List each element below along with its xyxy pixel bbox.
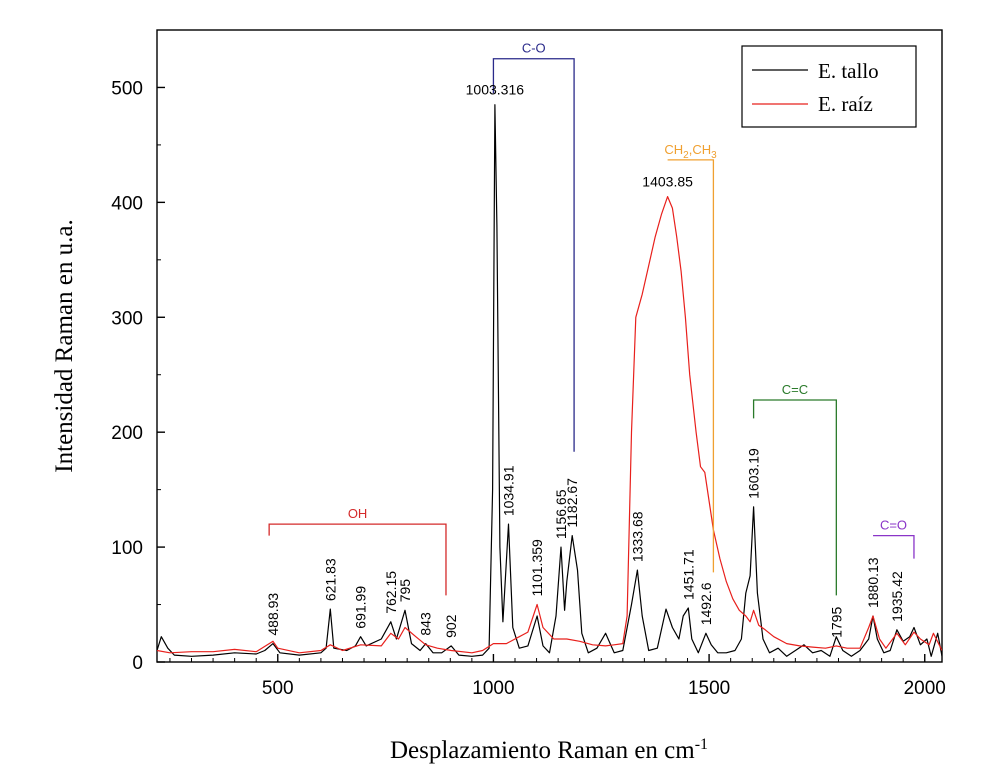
group-bracket bbox=[492, 58, 575, 452]
group-label-text: ,CH bbox=[689, 142, 711, 157]
peak-label: 1403.85 bbox=[642, 174, 693, 190]
peak-label: 1880.13 bbox=[865, 557, 881, 608]
group-label-text: C=C bbox=[782, 382, 808, 397]
peak-label: 1795 bbox=[828, 607, 844, 638]
group-label-sub: 2 bbox=[683, 150, 689, 161]
peak-label: 1003.316 bbox=[466, 82, 525, 98]
group-label: C=C bbox=[782, 382, 808, 397]
group-bracket bbox=[667, 159, 715, 573]
peak-label: 1156.65 bbox=[553, 489, 569, 539]
peak-label: 762.15 bbox=[383, 571, 399, 614]
axis-ticks: 500 1000 1500 2000 0 100 200 300 400 500 bbox=[111, 29, 946, 699]
legend-box bbox=[741, 45, 917, 128]
group-bracket bbox=[752, 399, 837, 596]
peak-label: 621.83 bbox=[322, 558, 338, 601]
group-label: OH bbox=[348, 506, 368, 521]
peak-label: 902 bbox=[443, 614, 459, 638]
plot-frame bbox=[156, 29, 943, 663]
peak-label: 1101.359 bbox=[529, 539, 545, 597]
x-tick-label: 500 bbox=[262, 678, 294, 699]
peak-label: 1182.67 bbox=[564, 478, 580, 528]
y-tick-label: 500 bbox=[111, 78, 143, 99]
y-tick-label: 400 bbox=[111, 193, 143, 214]
group-label: CH2,CH3 bbox=[664, 142, 717, 161]
series-lines bbox=[157, 104, 942, 657]
group-label-text: CH bbox=[664, 142, 683, 157]
y-tick-label: 0 bbox=[132, 653, 143, 674]
x-axis-title-sup: -1 bbox=[695, 736, 708, 753]
peak-label: 1492.6 bbox=[698, 582, 714, 625]
peak-label: 795 bbox=[397, 579, 413, 603]
legend: E. tallo E. raíz bbox=[741, 45, 917, 128]
functional-group-brackets: OH C-O CH2,CH3 C=C C=O bbox=[268, 41, 915, 596]
peak-label: 691.99 bbox=[353, 586, 369, 629]
group-label-text: C-O bbox=[522, 41, 546, 56]
legend-label-tallo: E. tallo bbox=[818, 59, 879, 83]
peak-label: 1935.42 bbox=[889, 571, 905, 622]
y-tick-label: 200 bbox=[111, 423, 143, 444]
peak-label: 1034.91 bbox=[500, 465, 516, 516]
x-tick-label: 2000 bbox=[904, 678, 946, 699]
series-line-1 bbox=[157, 196, 942, 654]
group-bracket bbox=[268, 523, 447, 596]
y-tick-label: 100 bbox=[111, 538, 143, 559]
group-label: C=O bbox=[880, 518, 907, 533]
x-axis-title: Desplazamiento Raman en cm-1 bbox=[390, 736, 708, 764]
peak-label: 1451.71 bbox=[680, 549, 696, 600]
group-label: C-O bbox=[522, 41, 546, 56]
peak-label: 488.93 bbox=[265, 593, 281, 636]
y-tick-label: 300 bbox=[111, 308, 143, 329]
group-label-text: OH bbox=[348, 506, 368, 521]
x-tick-label: 1000 bbox=[472, 678, 514, 699]
x-axis-title-main: Desplazamiento Raman en cm bbox=[390, 737, 695, 764]
series-line-0 bbox=[157, 104, 942, 657]
group-label-sub: 3 bbox=[711, 150, 717, 161]
y-axis-title: Intensidad Raman en u.a. bbox=[51, 219, 78, 472]
group-bracket bbox=[873, 534, 915, 559]
legend-label-raiz: E. raíz bbox=[818, 92, 873, 116]
peak-label: 843 bbox=[418, 612, 434, 636]
peak-label: 1333.68 bbox=[629, 511, 645, 562]
group-label-text: C=O bbox=[880, 518, 907, 533]
peak-label: 1603.19 bbox=[746, 448, 762, 499]
x-tick-label: 1500 bbox=[688, 678, 730, 699]
